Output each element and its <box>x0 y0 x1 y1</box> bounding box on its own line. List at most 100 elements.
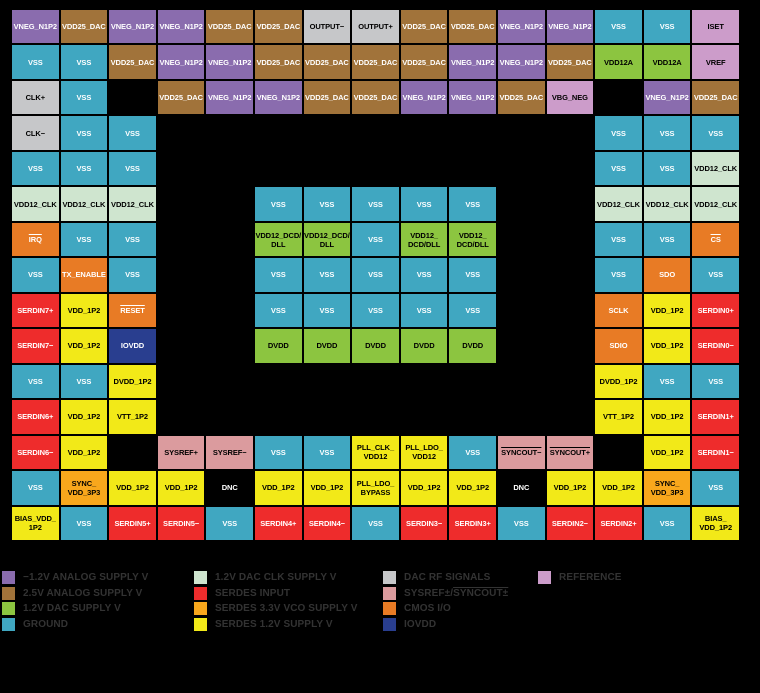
pin-cell: VSS <box>595 151 642 186</box>
pin-cell: VDD25_DAC <box>352 80 399 115</box>
legend-label: −1.2V ANALOG SUPPLY V <box>23 572 148 583</box>
dnc-cell: DNC <box>206 471 253 505</box>
pin-cell: VNEG_N1P2 <box>449 45 496 79</box>
empty-ball-site <box>255 400 302 433</box>
pin-cell: VDD_1P2 <box>546 471 594 505</box>
pin-label: VSS <box>659 518 675 528</box>
pin-cell: VSS <box>303 258 351 292</box>
pin-cell: VDD25_DAC <box>157 80 205 115</box>
pin-label: VSS <box>708 483 724 493</box>
empty-ball-site <box>547 258 594 291</box>
legend-column: REFERENCE <box>538 571 622 584</box>
pin-label: SERDIN5+ <box>114 518 151 528</box>
legend-swatch-red <box>194 586 207 600</box>
pin-cell: VSS <box>352 506 399 540</box>
pin-cell: VSS <box>449 187 496 221</box>
pin-label: CLK+ <box>25 93 46 103</box>
pin-label: VDD25_DAC <box>256 22 301 32</box>
pin-cell: VDD_1P2 <box>60 329 108 363</box>
empty-ball-site <box>109 436 156 469</box>
pin-label: VNEG_N1P2 <box>645 93 689 103</box>
pin-label: VDD25_DAC <box>693 93 738 103</box>
pin-cell: VNEG_N1P2 <box>546 10 594 44</box>
pin-label: OUTPUT+ <box>358 22 393 32</box>
pin-label: SERDIN3− <box>406 518 443 528</box>
pin-label: VSS <box>611 128 626 138</box>
pin-cell: VSS <box>12 45 59 79</box>
pin-cell: SERDIN0− <box>692 329 739 363</box>
pin-label: VSS <box>416 199 432 209</box>
pin-label: DVDD <box>267 341 289 351</box>
dnc-cell: DNC <box>497 471 545 505</box>
pin-cell: SERDIN6+ <box>12 400 59 434</box>
pin-label: VDD_1P2 <box>650 447 684 457</box>
legend-swatch-mint <box>194 571 207 584</box>
pin-cell: SERDIN6− <box>12 435 59 470</box>
pin-label: VDD25_DAC <box>207 22 252 32</box>
legend-label-part: IOVDD <box>404 618 437 630</box>
legend-label-part: SYSREF±/ <box>404 587 454 599</box>
empty-ball-site <box>206 223 253 256</box>
legend-swatch-teal <box>2 617 15 631</box>
pin-cell: VDD12_CLK <box>12 187 59 221</box>
legend-item: −1.2V ANALOG SUPPLY V <box>2 571 148 584</box>
legend-item: REFERENCE <box>538 571 622 584</box>
pin-cell: VSS <box>109 222 156 257</box>
empty-ball-site <box>206 187 253 220</box>
pin-label: VDD25_DAC <box>62 22 106 32</box>
pin-label: DVDD <box>462 341 484 351</box>
pin-cell: VNEG_N1P2 <box>157 45 205 79</box>
pin-cell: VNEG_N1P2 <box>449 80 496 115</box>
pin-label: VSS <box>708 128 724 138</box>
empty-ball-site <box>401 116 448 149</box>
pin-cell: VSS <box>206 506 253 540</box>
pin-cell: VDD_1P2 <box>157 471 205 505</box>
empty-ball-site <box>206 116 253 149</box>
empty-ball-site <box>158 294 205 327</box>
pin-cell: VBG_NEG <box>546 80 594 115</box>
pin-label: SERDIN4− <box>308 518 345 528</box>
pin-cell: VSS <box>595 222 642 257</box>
empty-ball-site <box>498 152 545 185</box>
pin-label: VSS <box>416 270 432 280</box>
pin-cell: VDD12_CLK <box>60 187 108 221</box>
pin-cell: VNEG_N1P2 <box>497 10 545 44</box>
pin-cell: CLK− <box>12 116 59 150</box>
pin-label: VDD_1P2 <box>67 412 101 422</box>
empty-ball-site <box>352 365 399 398</box>
legend-swatch-orange <box>383 602 396 615</box>
legend: −1.2V ANALOG SUPPLY V 2.5V ANALOG SUPPLY … <box>0 571 760 635</box>
pin-cell: VSS <box>60 80 108 115</box>
pin-cell: VDD25_DAC <box>254 45 302 79</box>
pin-cell: DVDD <box>303 329 351 363</box>
legend-label: CMOS I/O <box>404 603 451 614</box>
pin-cell: SERDIN5− <box>157 506 205 540</box>
legend-label-part: REFERENCE <box>559 572 622 583</box>
pin-cell: VDD_1P2 <box>643 400 691 434</box>
pin-cell: OUTPUT− <box>303 10 351 44</box>
pin-label: VTT_1P2 <box>603 412 634 422</box>
legend-swatch-amber <box>194 602 207 615</box>
legend-label-part: DAC RF SIGNALS <box>404 572 491 583</box>
pin-label: BIAS_VDD_ 1P2 <box>14 514 56 533</box>
pin-label: DVDD <box>365 341 386 351</box>
pin-label: VSS <box>368 305 383 315</box>
legend-label: SYSREF±/SYNCOUT± <box>404 588 508 599</box>
pin-label: VDD12_CLK <box>62 199 106 209</box>
pin-label: VSS <box>368 235 383 245</box>
pin-cell: SCLK <box>595 293 642 328</box>
pin-cell: SERDIN4− <box>303 506 351 540</box>
pin-cell: VSS <box>449 258 496 292</box>
pin-label: VSS <box>319 270 335 280</box>
pin-cell: VNEG_N1P2 <box>12 10 59 44</box>
empty-ball-site <box>304 152 351 185</box>
empty-ball-site <box>547 400 594 433</box>
legend-item: SERDES INPUT <box>194 586 357 600</box>
pin-cell: VSS <box>400 258 448 292</box>
empty-ball-site <box>158 365 205 398</box>
pin-label: SERDIN3+ <box>454 518 491 528</box>
pin-label: VNEG_N1P2 <box>451 93 495 103</box>
pin-label: TX_ENABLE <box>62 270 106 280</box>
legend-label: IOVDD <box>404 619 436 630</box>
